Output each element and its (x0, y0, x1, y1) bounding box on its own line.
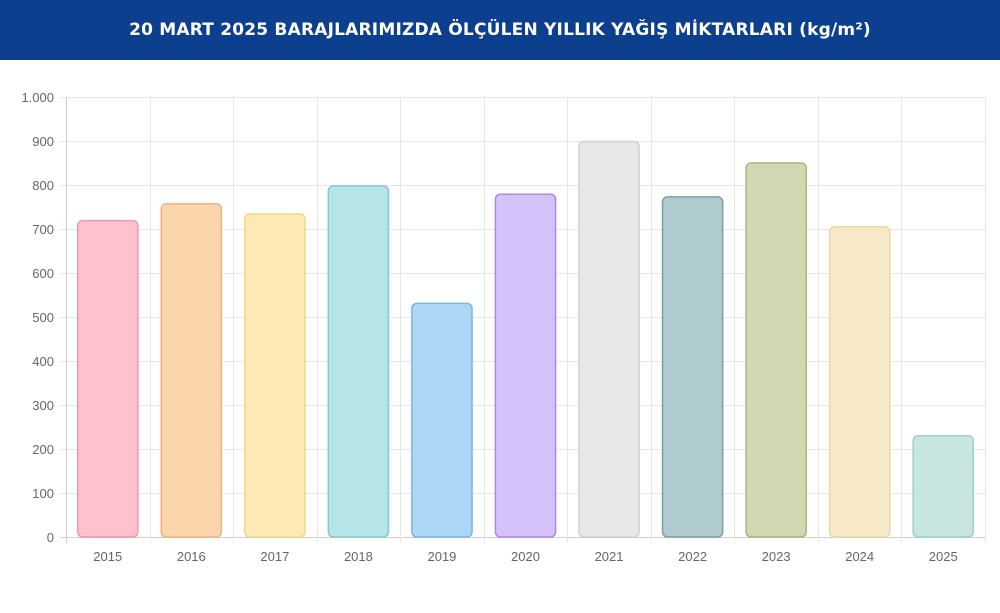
bar-2023 (745, 162, 807, 538)
bar-2021 (578, 140, 640, 538)
y-tick-label: 0 (47, 530, 54, 545)
bars (76, 140, 975, 538)
y-tick-label: 100 (32, 486, 54, 501)
chart-title: 20 MART 2025 BARAJLARIMIZDA ÖLÇÜLEN YILL… (129, 20, 871, 40)
x-tick-label: 2016 (177, 549, 206, 564)
x-tick-label: 2018 (344, 549, 373, 564)
x-tick-label: 2017 (260, 549, 289, 564)
bar-2018 (327, 185, 390, 538)
x-tick-label: 2025 (929, 549, 958, 564)
y-tick-label: 300 (32, 398, 54, 413)
x-tick-label: 2019 (427, 549, 456, 564)
bar-2019 (411, 302, 473, 538)
y-tick-label: 900 (32, 134, 54, 149)
bar-2016 (160, 203, 223, 538)
bar-2024 (828, 226, 891, 538)
y-tick-label: 500 (32, 310, 54, 325)
y-tick-label: 700 (32, 222, 54, 237)
y-tick-label: 400 (32, 354, 54, 369)
y-tick-label: 600 (32, 266, 54, 281)
bar-2020 (494, 193, 557, 538)
y-tick-label: 200 (32, 442, 54, 457)
bar-2022 (661, 196, 724, 538)
bar-2025 (912, 435, 975, 538)
x-tick-label: 2015 (93, 549, 122, 564)
x-tick-label: 2023 (762, 549, 791, 564)
chart-area: 0 100 200 300 400 500 600 700 800 900 1.000 2015 20… (0, 60, 1000, 608)
bar-2017 (244, 213, 306, 538)
y-tick-label: 800 (32, 178, 54, 193)
x-tick-label: 2020 (511, 549, 540, 564)
x-tick-label: 2022 (678, 549, 707, 564)
x-tick-label: 2024 (845, 549, 874, 564)
x-tick-label: 2021 (595, 549, 624, 564)
y-axis: 0 100 200 300 400 500 600 700 800 900 1.000 (21, 90, 54, 545)
y-tick-label: 1.000 (21, 90, 54, 105)
x-axis: 2015 2016 2017 2018 2019 2020 2021 2022 2023 2024… (93, 549, 957, 564)
chart-title-bar: 20 MART 2025 BARAJLARIMIZDA ÖLÇÜLEN YILL… (0, 0, 1000, 60)
bar-2015 (76, 219, 139, 538)
